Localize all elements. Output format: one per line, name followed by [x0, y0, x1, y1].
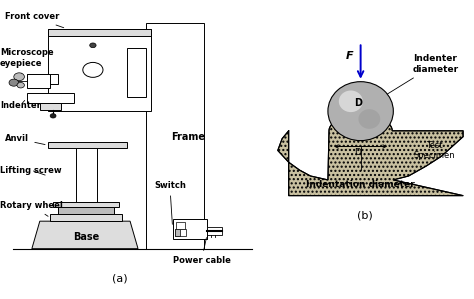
Bar — [48, 29, 151, 111]
Text: Dᴵ: Dᴵ — [354, 149, 363, 158]
Bar — [207, 228, 222, 235]
Text: Test
Specimen: Test Specimen — [414, 141, 456, 160]
Circle shape — [328, 82, 393, 141]
Bar — [176, 222, 185, 229]
Bar — [173, 219, 207, 239]
Text: Switch: Switch — [154, 181, 186, 224]
Text: F: F — [346, 51, 353, 61]
Bar — [175, 229, 180, 236]
Text: Indenter
diameter: Indenter diameter — [386, 54, 459, 95]
Text: Front cover: Front cover — [5, 12, 64, 28]
Circle shape — [339, 91, 363, 112]
Text: Frame: Frame — [172, 132, 205, 142]
Bar — [76, 149, 97, 202]
Bar — [27, 74, 58, 84]
Circle shape — [50, 114, 56, 118]
Bar — [48, 142, 128, 149]
Circle shape — [14, 73, 25, 81]
Text: Power cable: Power cable — [173, 238, 230, 265]
Text: (b): (b) — [357, 210, 373, 220]
Bar — [128, 48, 146, 97]
Circle shape — [358, 109, 380, 129]
Bar — [40, 103, 61, 110]
Bar — [146, 23, 204, 249]
Text: Microscope
eyepiece: Microscope eyepiece — [0, 48, 54, 77]
Text: Rotary wheel: Rotary wheel — [0, 201, 63, 216]
Bar — [175, 229, 186, 236]
Text: Indenter: Indenter — [0, 100, 41, 110]
Text: Anvil: Anvil — [5, 134, 45, 144]
Polygon shape — [278, 115, 463, 196]
Text: Lifting screw: Lifting screw — [0, 166, 62, 175]
Text: Base: Base — [73, 232, 100, 242]
Text: (a): (a) — [112, 273, 127, 283]
Text: Indentation diameter: Indentation diameter — [306, 180, 415, 189]
Bar — [27, 74, 50, 88]
Polygon shape — [32, 221, 138, 249]
Bar — [58, 208, 114, 214]
Circle shape — [17, 83, 25, 88]
Circle shape — [90, 43, 96, 48]
Bar — [50, 214, 122, 221]
Bar — [48, 29, 151, 36]
Circle shape — [9, 79, 18, 86]
Circle shape — [83, 62, 103, 77]
Bar — [53, 202, 119, 208]
Text: D: D — [355, 97, 363, 108]
Bar — [27, 94, 74, 103]
